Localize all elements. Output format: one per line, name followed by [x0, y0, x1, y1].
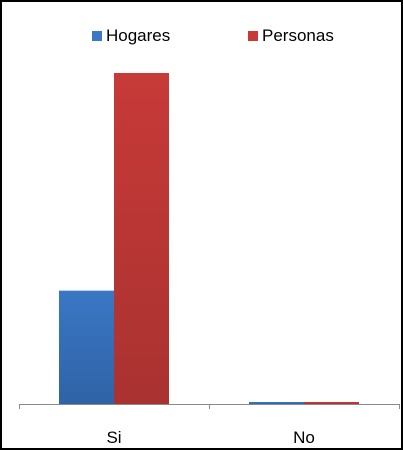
legend: Hogares Personas: [2, 26, 403, 46]
x-tick-labels: Si No: [106, 428, 314, 447]
legend-label-hogares: Hogares: [106, 26, 171, 45]
legend-swatch-personas: [248, 31, 258, 41]
bar-personas-si: [114, 73, 169, 404]
legend-label-personas: Personas: [262, 26, 334, 45]
legend-swatch-hogares: [92, 31, 102, 41]
bar-personas-no: [304, 402, 359, 404]
x-axis-ticks: [19, 404, 400, 409]
x-tick-label-no: No: [293, 428, 315, 447]
bar-hogares-si: [59, 290, 114, 404]
legend-item-personas: Personas: [248, 26, 334, 46]
x-tick-label-si: Si: [106, 428, 121, 447]
bars-group: [59, 73, 359, 404]
legend-item-hogares: Hogares: [92, 26, 170, 46]
bar-hogares-no: [249, 402, 304, 404]
